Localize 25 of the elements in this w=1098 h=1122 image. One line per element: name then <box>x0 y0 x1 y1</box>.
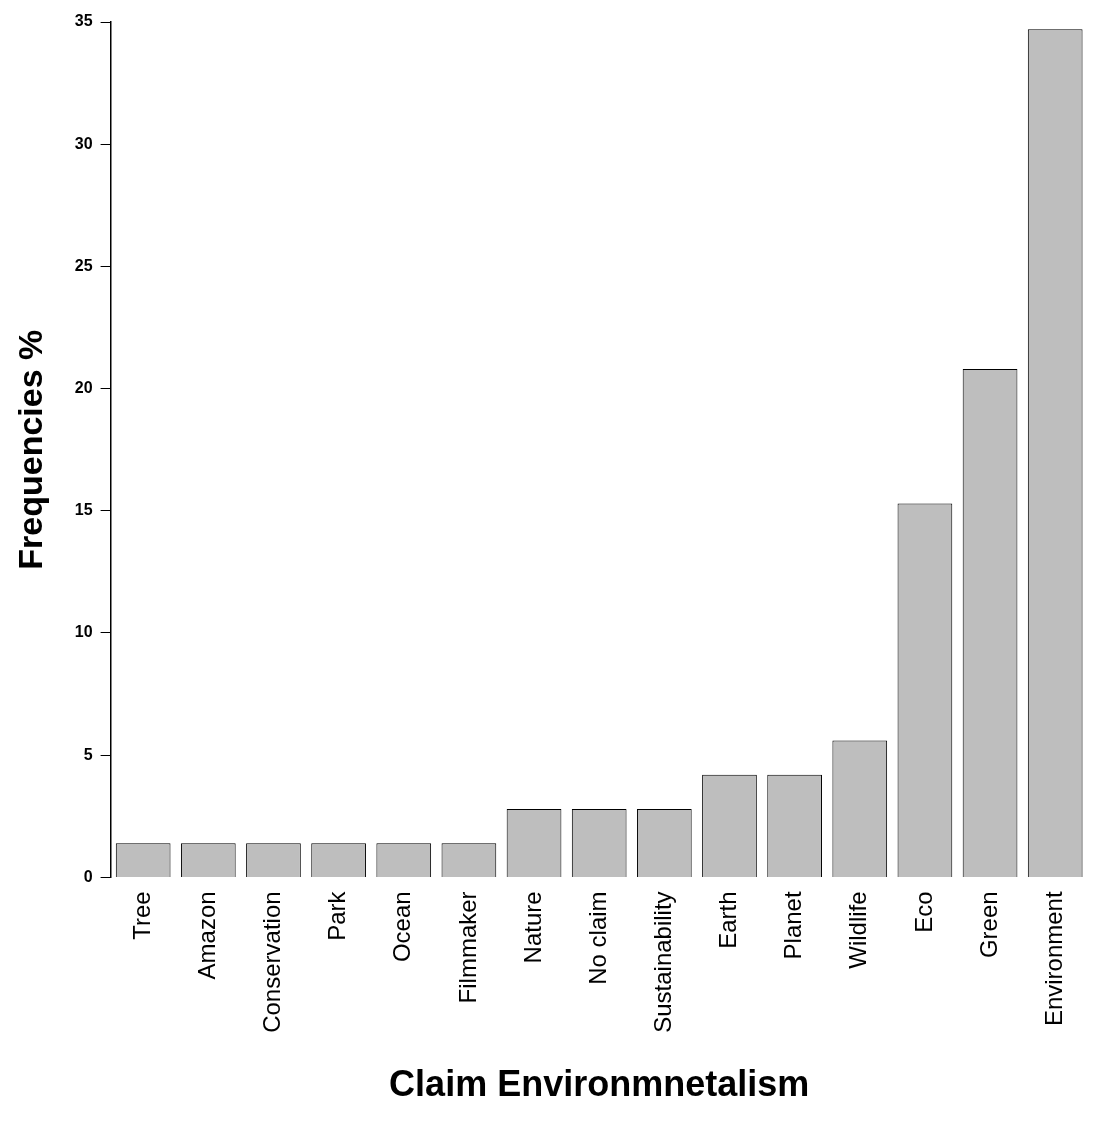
x-tick-label: Earth <box>714 891 742 949</box>
x-tick-label: Sustainability <box>648 891 676 1033</box>
x-tick-label: Nature <box>518 891 546 964</box>
x-tick-label: Environment <box>1039 891 1067 1027</box>
x-axis-title: Claim Environmnetalism <box>389 1063 810 1105</box>
y-axis-title: Frequencies % <box>10 329 49 570</box>
y-tick-label: 20 <box>74 379 93 396</box>
x-tick-label: Park <box>323 890 351 941</box>
x-tick-label: Filmmaker <box>453 891 481 1004</box>
y-tick-label: 35 <box>74 12 93 30</box>
x-tick-label: No claim <box>583 891 611 985</box>
x-tick-label: Ocean <box>388 891 416 963</box>
x-tick-label: Amazon <box>192 891 220 980</box>
x-tick-label: Tree <box>127 891 155 940</box>
y-tick-label: 5 <box>83 745 93 763</box>
y-tick-label: 10 <box>74 623 93 641</box>
y-tick-label: 15 <box>74 501 93 519</box>
x-tick-label: Conservation <box>258 891 286 1033</box>
y-tick-label: 0 <box>83 867 93 885</box>
x-tick-label: Planet <box>779 891 807 960</box>
y-tick-label: 30 <box>74 134 93 152</box>
x-tick-label: Wildlife <box>844 891 872 969</box>
x-tick-label: Green <box>974 891 1002 959</box>
x-tick-label: Eco <box>909 891 937 933</box>
y-tick-label: 25 <box>74 256 93 274</box>
